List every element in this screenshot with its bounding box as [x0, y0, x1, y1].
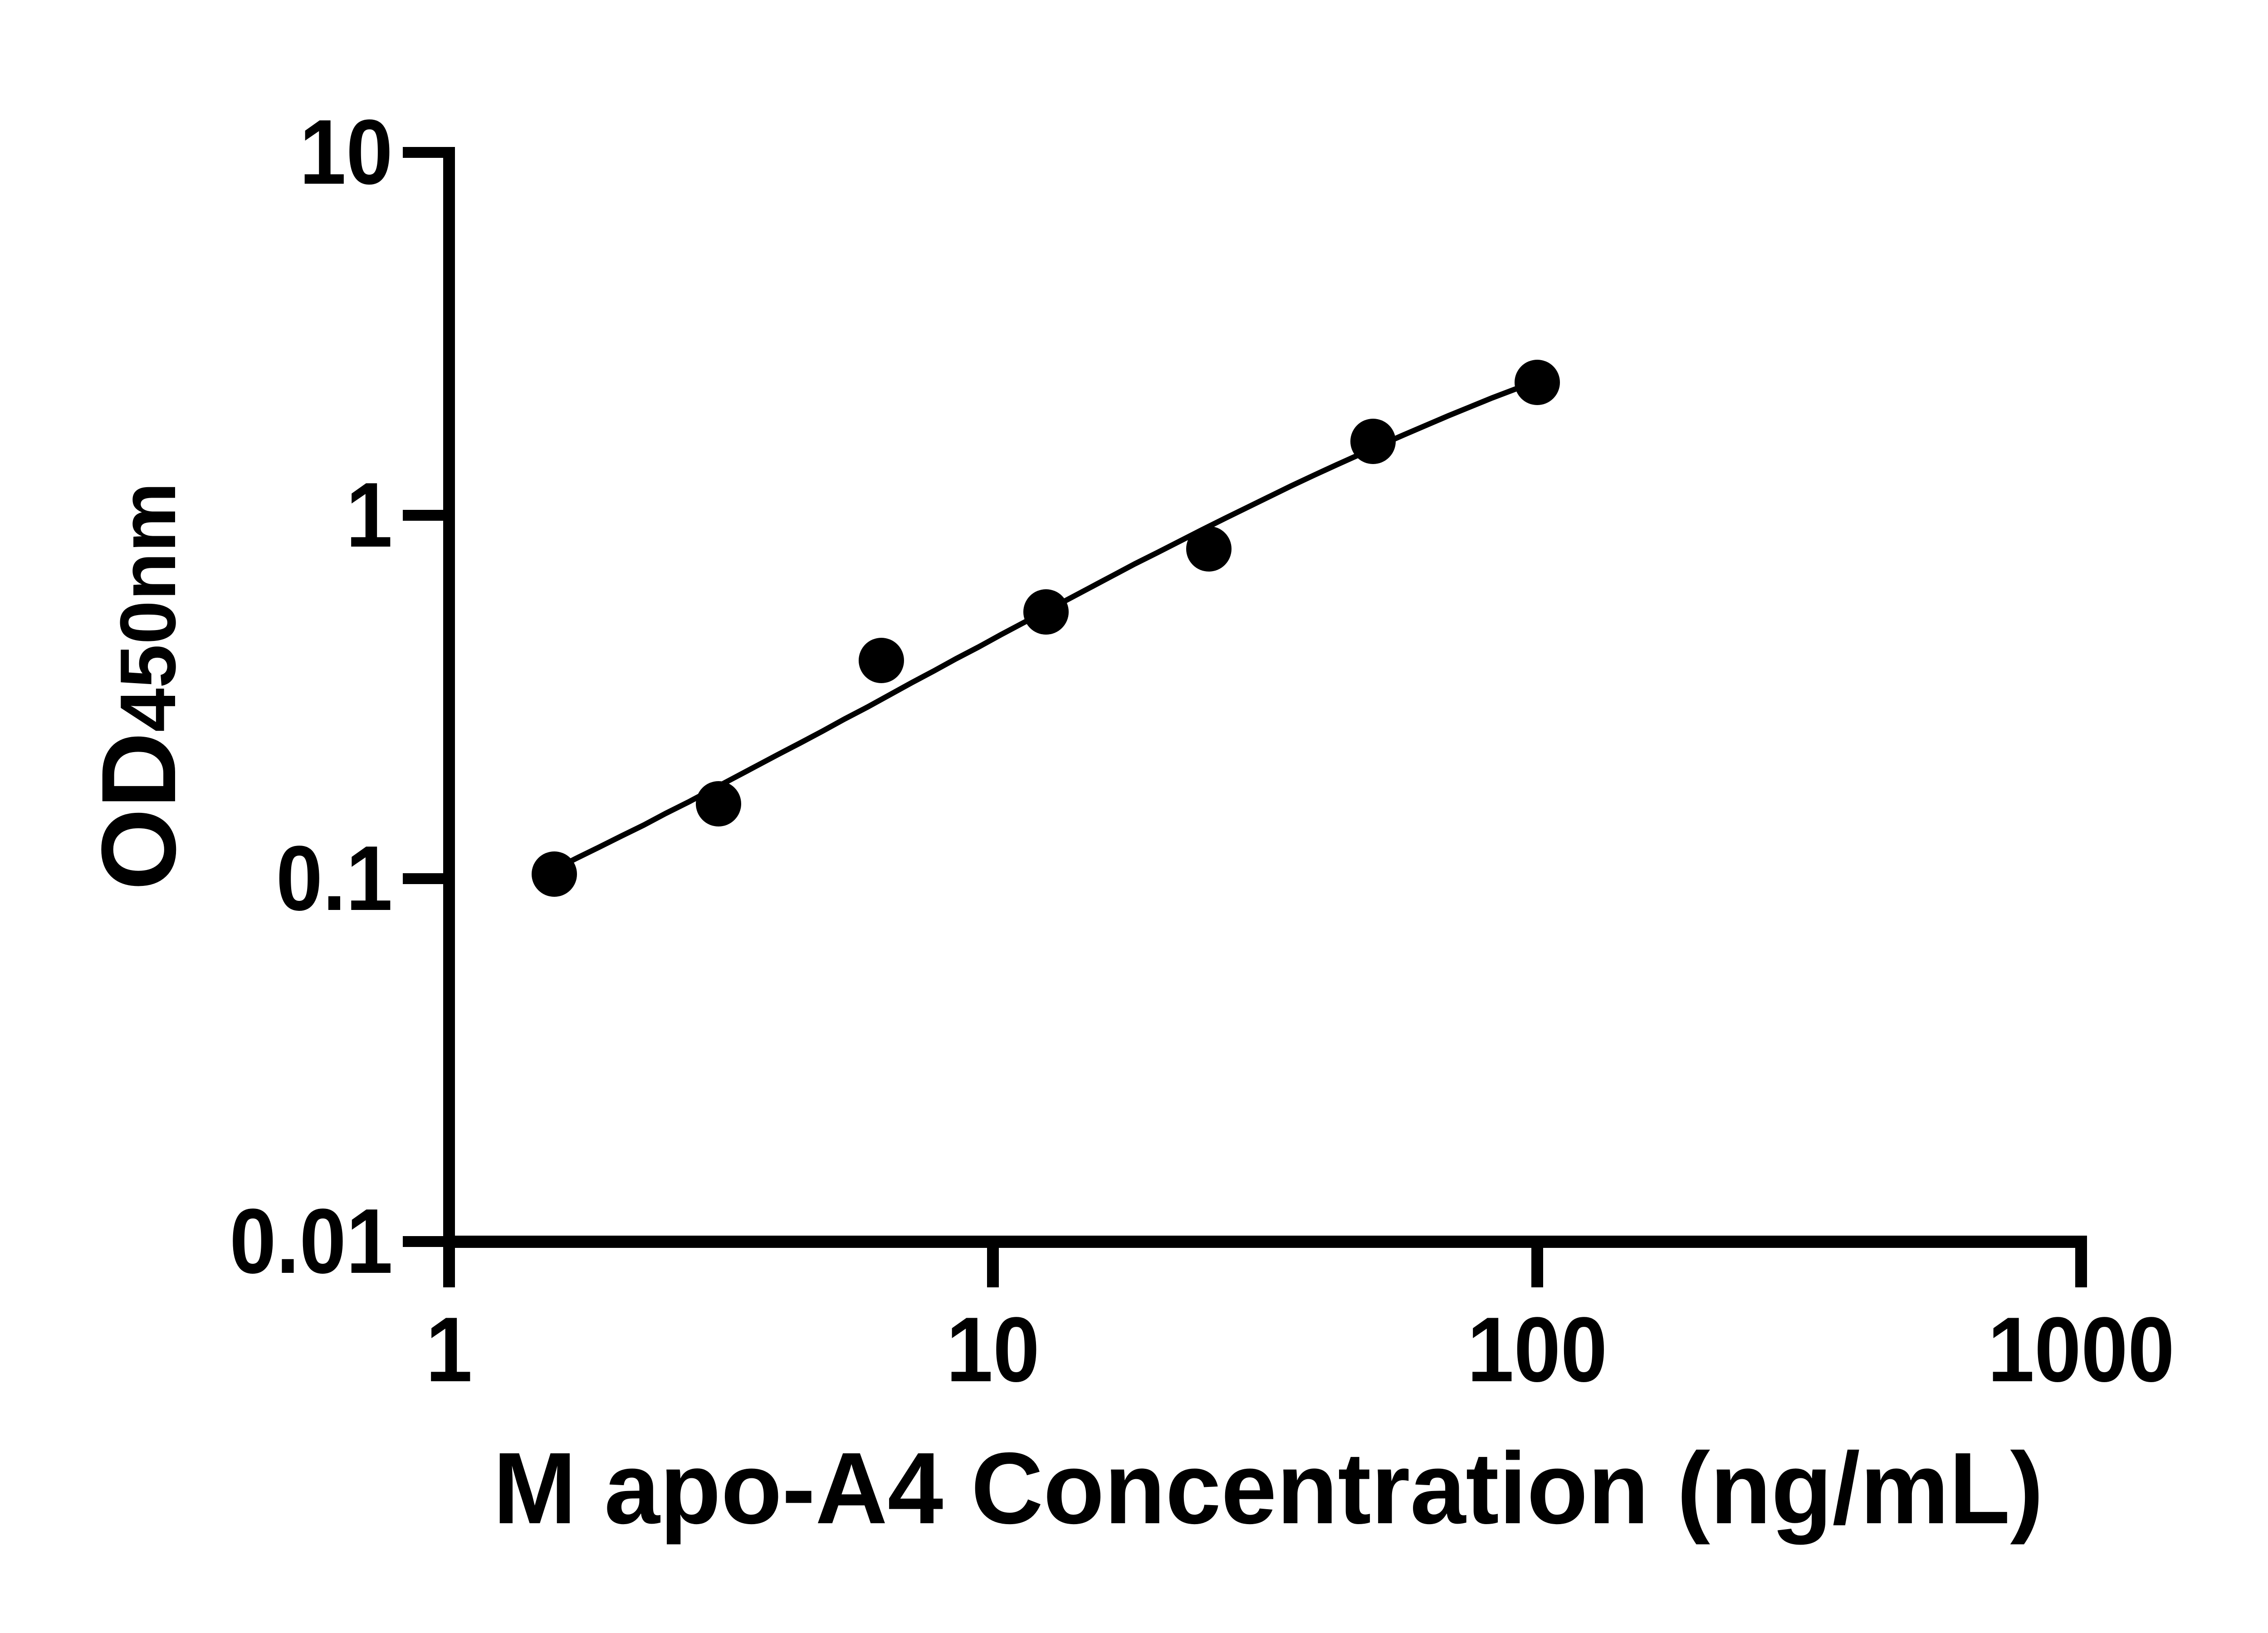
svg-text:OD450nm: OD450nm	[80, 482, 198, 890]
svg-text:1000: 1000	[1988, 1298, 2175, 1401]
svg-text:0.1: 0.1	[276, 827, 393, 930]
svg-text:100: 100	[1467, 1298, 1608, 1401]
svg-text:10: 10	[299, 101, 393, 204]
svg-text:1: 1	[346, 464, 393, 567]
svg-text:1: 1	[426, 1298, 473, 1401]
svg-text:0.01: 0.01	[230, 1190, 393, 1293]
svg-text:10: 10	[946, 1298, 1040, 1401]
svg-text:M apo-A4 Concentration (ng/mL): M apo-A4 Concentration (ng/mL)	[493, 1432, 2043, 1545]
